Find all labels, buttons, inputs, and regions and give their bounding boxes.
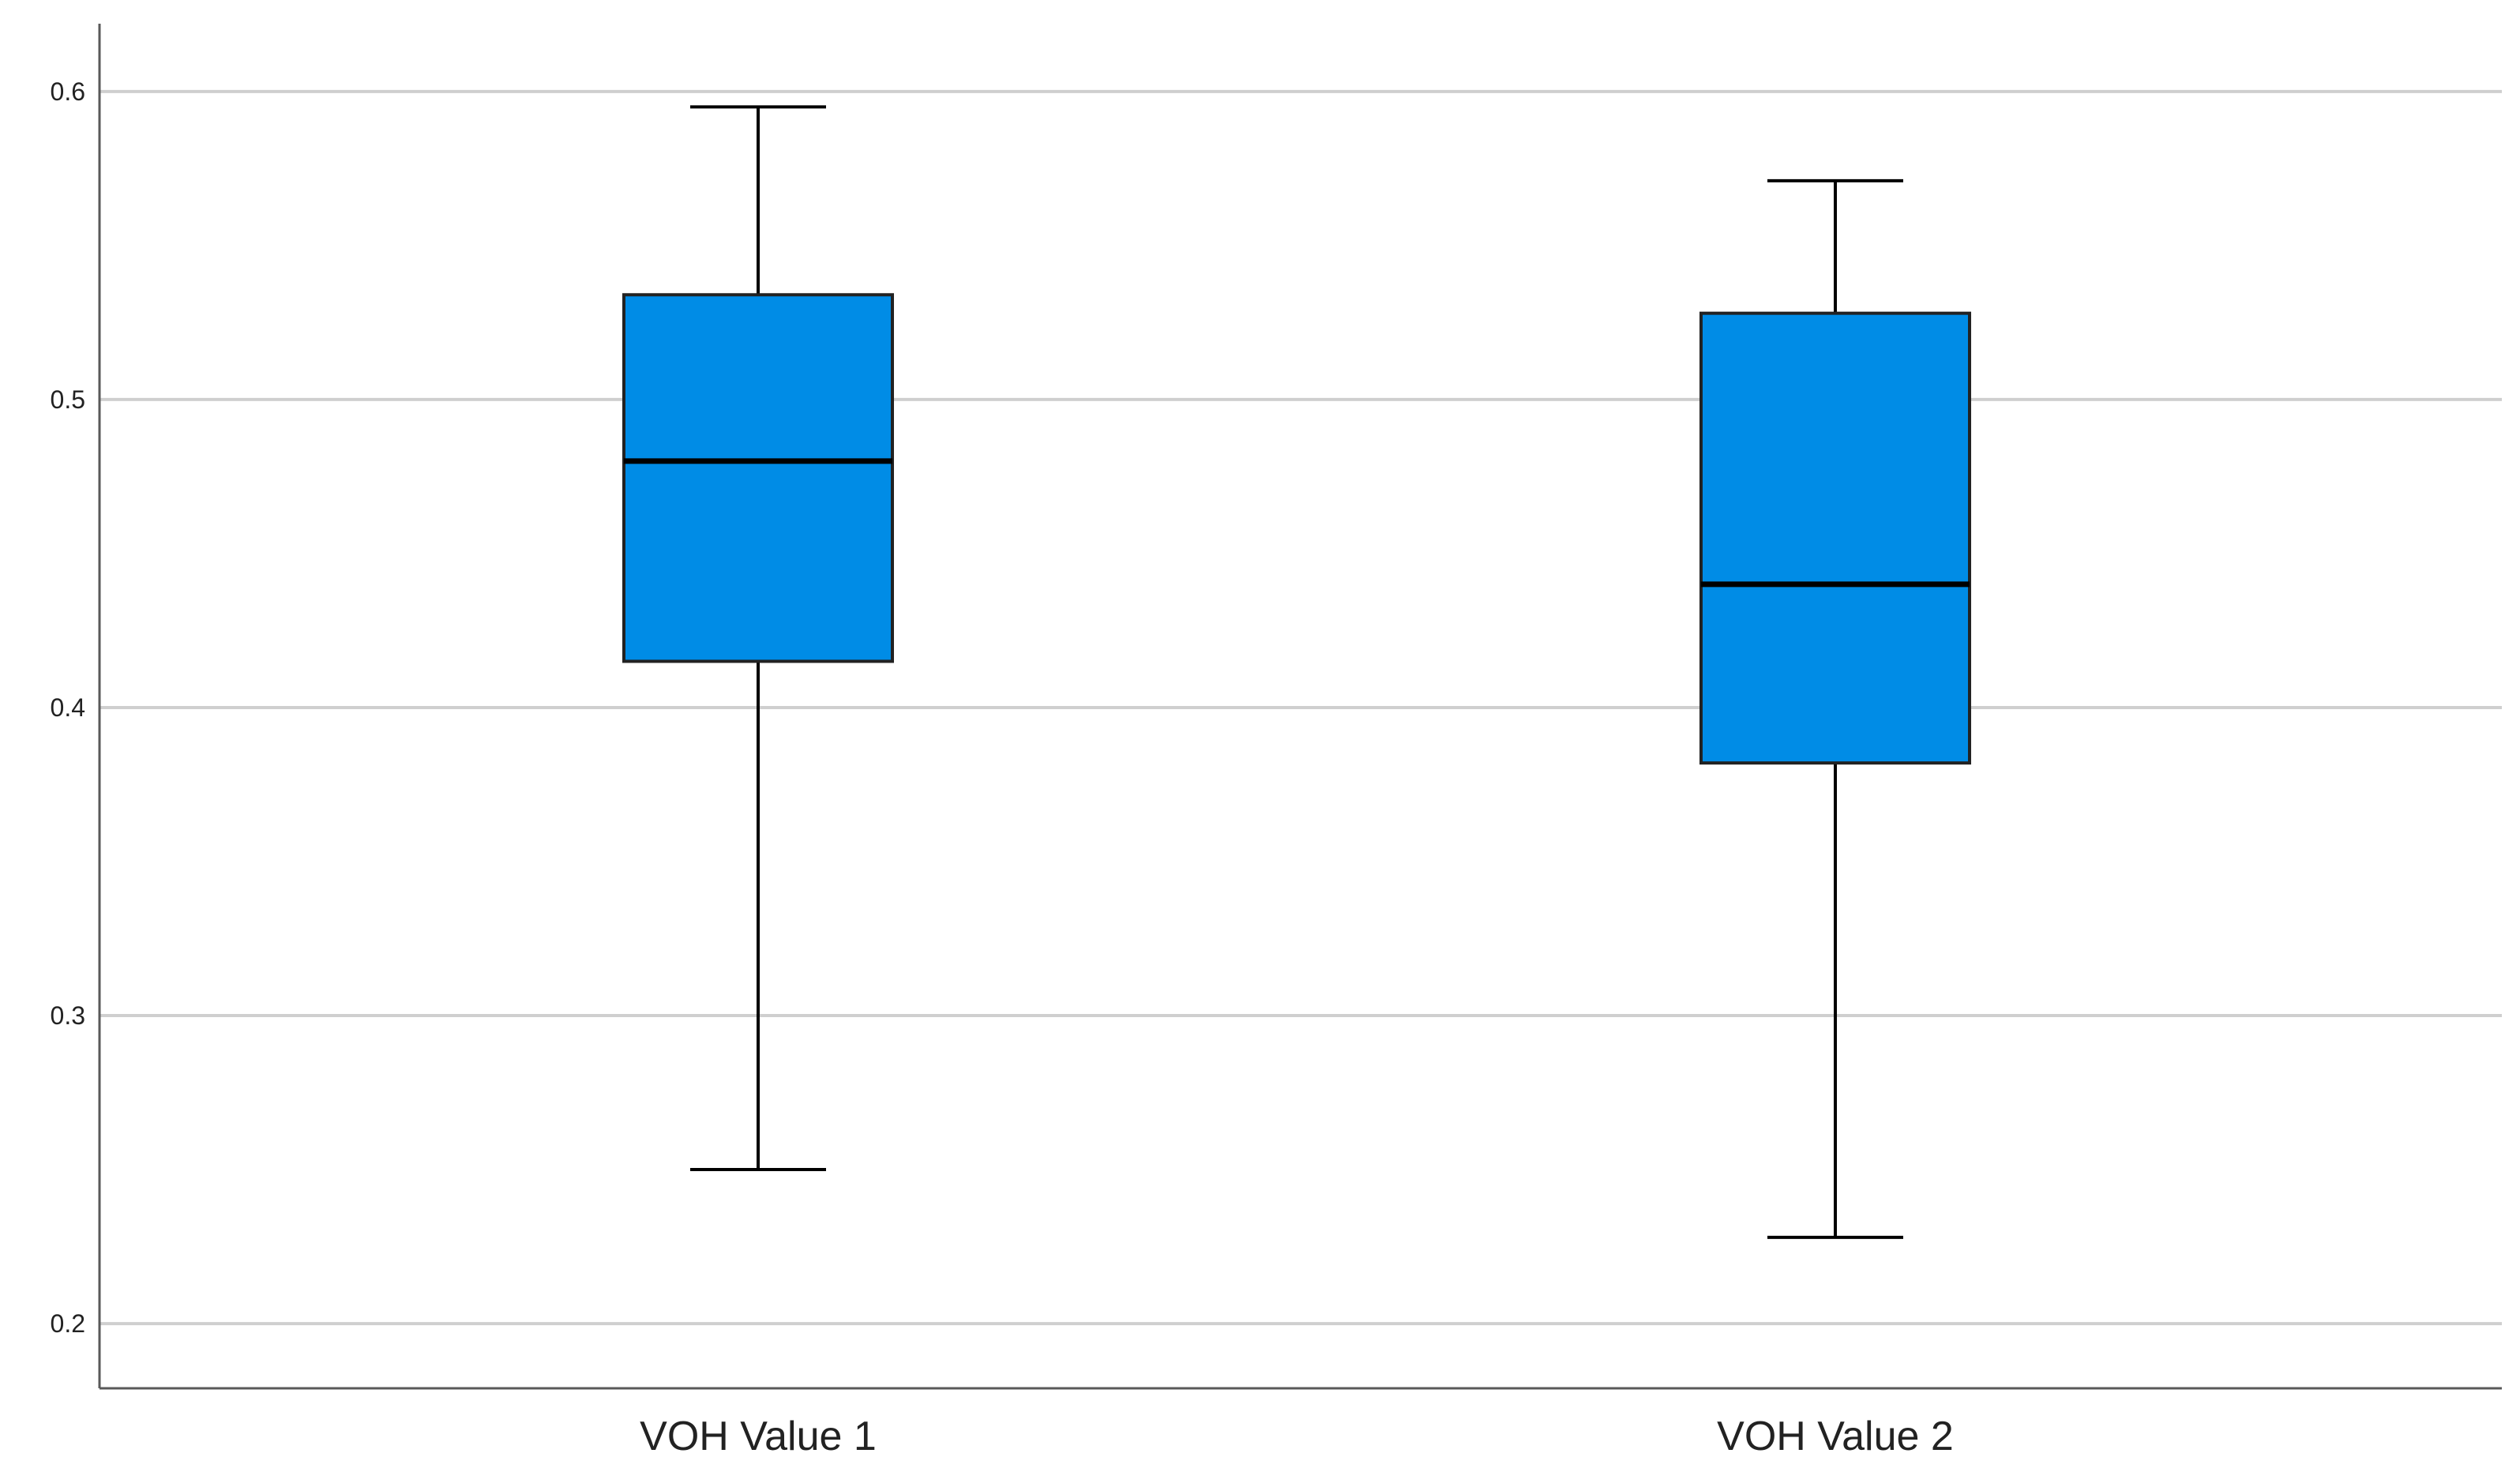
y-tick-label: 0.6 — [51, 77, 85, 106]
iqr-box — [1699, 311, 1971, 765]
iqr-box — [622, 293, 894, 663]
y-tick-label: 0.3 — [51, 1001, 85, 1030]
y-tick-label: 0.4 — [51, 693, 85, 722]
y-axis-ticks: 0.2 0.3 0.4 0.5 0.6 — [51, 77, 85, 1338]
x-axis-categories: VOH Value 1 VOH Value 2 — [640, 1414, 1954, 1459]
y-tick-label: 0.5 — [51, 385, 85, 414]
boxes — [622, 105, 1971, 1239]
box-series-1 — [622, 105, 894, 1172]
x-category-label: VOH Value 1 — [640, 1414, 877, 1459]
x-category-label: VOH Value 2 — [1717, 1414, 1954, 1459]
y-tick-label: 0.2 — [51, 1309, 85, 1338]
gridlines — [100, 89, 2502, 1326]
box-series-2 — [1699, 178, 1971, 1239]
